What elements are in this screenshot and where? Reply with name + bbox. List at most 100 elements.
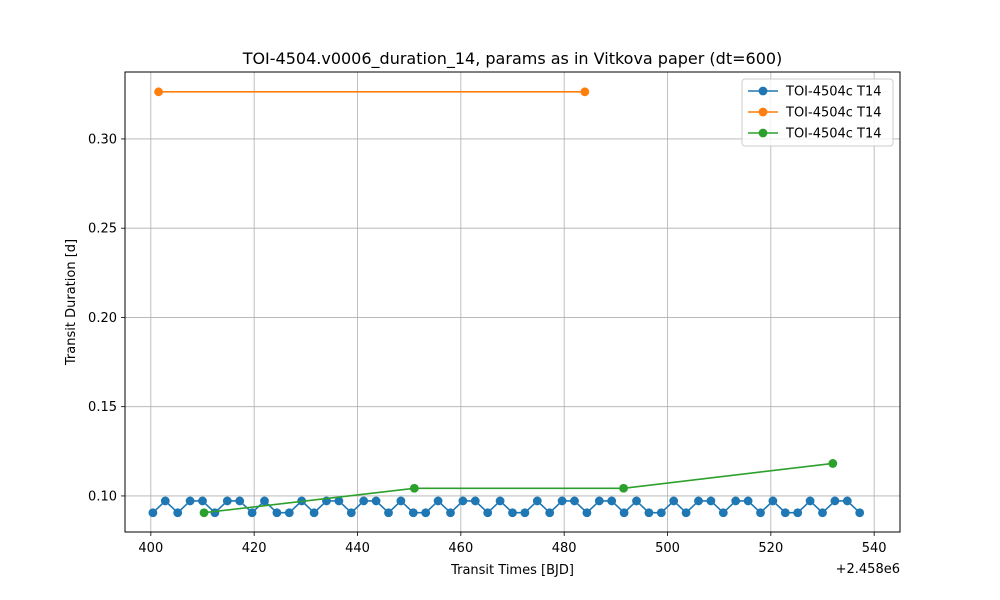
data-point (260, 496, 269, 506)
data-point (828, 459, 838, 468)
data-point (580, 87, 590, 97)
x-tick-label: 480 (552, 541, 577, 556)
series-3 (199, 459, 838, 518)
data-point (731, 496, 741, 506)
y-tick-label: 0.15 (88, 400, 117, 415)
data-point (508, 508, 517, 518)
x-tick-label: 540 (862, 541, 887, 556)
data-point (446, 508, 455, 518)
data-point (644, 508, 654, 518)
plot-area (124, 71, 901, 533)
data-point (768, 496, 778, 506)
chart-title: TOI-4504.v0006_duration_14, params as in… (242, 49, 783, 69)
data-point (656, 508, 666, 518)
data-point (842, 496, 852, 506)
data-point (458, 496, 468, 506)
data-point (154, 87, 163, 97)
data-point (570, 496, 579, 506)
data-point (421, 508, 431, 518)
series-line (152, 500, 861, 514)
data-point (198, 496, 207, 506)
data-point (284, 508, 294, 518)
x-axis-label: Transit Times [BJD] (450, 563, 574, 578)
data-point (582, 508, 592, 518)
data-point (160, 496, 170, 506)
data-point (619, 483, 628, 493)
data-point (743, 496, 753, 506)
data-point (545, 508, 555, 518)
legend-entry: TOI-4504c T14 (748, 85, 882, 100)
legend-label: TOI-4504c T14 (785, 127, 882, 142)
grid (125, 72, 900, 532)
data-point (619, 508, 629, 518)
data-point (681, 508, 691, 518)
data-point (607, 496, 617, 506)
data-point (706, 496, 716, 506)
data-point (793, 508, 803, 518)
data-point (148, 508, 158, 518)
data-point (199, 508, 209, 518)
legend-marker (758, 86, 768, 96)
data-point (408, 508, 418, 518)
data-point (669, 496, 679, 506)
data-point (247, 508, 257, 518)
data-point (805, 496, 815, 506)
data-point (780, 508, 790, 518)
legend-entry: TOI-4504c T14 (748, 106, 882, 121)
data-point (334, 496, 344, 506)
x-tick-label: 400 (138, 541, 163, 556)
x-axis-offset-label: +2.458e6 (836, 562, 900, 577)
data-point (495, 496, 505, 506)
data-point (272, 508, 282, 518)
series-2 (154, 87, 590, 97)
x-tick-label: 520 (758, 541, 783, 556)
legend-label: TOI-4504c T14 (785, 85, 882, 100)
data-point (594, 496, 604, 506)
data-point (520, 508, 530, 518)
data-point (210, 508, 220, 518)
legend-entry: TOI-4504c T14 (748, 127, 882, 142)
x-tick-label: 440 (345, 541, 370, 556)
data-point (222, 496, 232, 506)
series-group (148, 87, 865, 518)
y-tick-label: 0.10 (88, 489, 117, 504)
data-point (855, 508, 865, 518)
legend-marker (758, 107, 768, 117)
y-tick-label: 0.25 (88, 222, 117, 237)
data-point (409, 483, 419, 493)
data-point (185, 496, 195, 506)
legend-marker (758, 128, 768, 138)
series-line (203, 462, 833, 514)
data-point (557, 496, 567, 506)
y-tick-label: 0.20 (88, 311, 117, 326)
data-point (235, 496, 245, 506)
x-axis: 400 420 440 460 480 500 520 540 (138, 532, 887, 556)
x-tick-label: 460 (448, 541, 473, 556)
data-point (384, 508, 393, 518)
legend-frame (741, 78, 894, 147)
data-point (694, 496, 703, 506)
data-point (532, 496, 542, 506)
legend-label: TOI-4504c T14 (785, 106, 882, 121)
data-point (371, 496, 381, 506)
data-point (396, 496, 406, 506)
data-point (433, 496, 443, 506)
x-tick-label: 420 (242, 541, 267, 556)
data-point (346, 508, 356, 518)
data-point (756, 508, 765, 518)
x-tick-label: 500 (655, 541, 680, 556)
plot-frame (124, 71, 901, 533)
data-point (173, 508, 183, 518)
data-point (483, 508, 493, 518)
y-tick-label: 0.30 (88, 132, 117, 147)
data-point (359, 496, 369, 506)
data-point (818, 508, 827, 518)
y-axis: 0.10 0.15 0.20 0.25 0.30 (88, 132, 125, 504)
data-point (632, 496, 641, 506)
series-1 (148, 496, 865, 518)
y-axis-label: Transit Duration [d] (64, 239, 79, 366)
data-point (718, 508, 728, 518)
data-point (470, 496, 480, 506)
data-point (830, 496, 840, 506)
